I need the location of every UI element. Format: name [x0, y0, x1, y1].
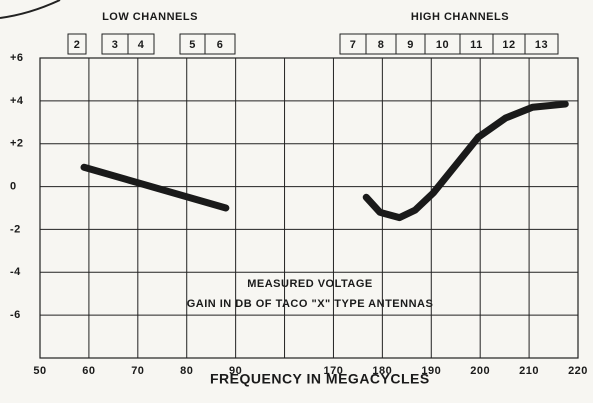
x-axis-label: FREQUENCY IN MEGACYCLES	[210, 371, 430, 387]
curve	[80, 163, 230, 212]
channel-label: 2	[74, 39, 81, 51]
channel-label: 4	[138, 39, 145, 51]
channel-box	[127, 33, 155, 55]
y-tick-label: -6	[10, 309, 21, 321]
x-tick-label: 180	[372, 365, 392, 377]
plot-frame	[39, 57, 579, 359]
y-tick-label: +2	[10, 138, 24, 150]
channel-label: 3	[112, 39, 119, 51]
channel-label: 5	[189, 39, 196, 51]
x-tick-label: 60	[82, 365, 95, 377]
x-tick-label: 70	[131, 365, 144, 377]
y-tick-label: +6	[10, 52, 24, 64]
channel-label: 12	[502, 39, 515, 51]
channel-box	[204, 33, 236, 55]
channel-label: 6	[217, 39, 224, 51]
annotation: GAIN IN DB OF TACO "X" TYPE ANTENNAS	[187, 298, 434, 310]
channel-label: 7	[350, 39, 357, 51]
x-tick-label: 200	[470, 365, 490, 377]
channel-box	[524, 33, 559, 55]
channel-label: 8	[378, 39, 385, 51]
x-tick-label: 50	[33, 365, 46, 377]
channel-group-label: LOW CHANNELS	[102, 11, 198, 23]
channel-label: 9	[407, 39, 414, 51]
channel-label: 10	[436, 39, 449, 51]
x-tick-label: 170	[324, 365, 344, 377]
x-tick-label: 220	[568, 365, 588, 377]
decoration	[0, 0, 61, 19]
y-tick-label: 0	[10, 180, 17, 192]
channel-boxes: LOW CHANNELS 2 3 4 5 6 HIGH CHANNELS 7 8 9 10 11 12 1…	[67, 11, 559, 55]
x-tick-label: 80	[180, 365, 193, 377]
y-tick-label: -2	[10, 223, 21, 235]
y-tick-label: -4	[10, 266, 21, 278]
channel-group-label: HIGH CHANNELS	[411, 11, 509, 23]
channel-label: 11	[470, 39, 483, 51]
channel-box	[67, 33, 87, 55]
x-tick-label: 210	[519, 365, 539, 377]
annotation: MEASURED VOLTAGE	[247, 278, 373, 290]
x-tick-label: 90	[229, 365, 242, 377]
y-tick-label: +4	[10, 95, 24, 107]
x-tick-label: 190	[421, 365, 441, 377]
channel-label: 13	[535, 39, 548, 51]
curve	[362, 100, 569, 222]
